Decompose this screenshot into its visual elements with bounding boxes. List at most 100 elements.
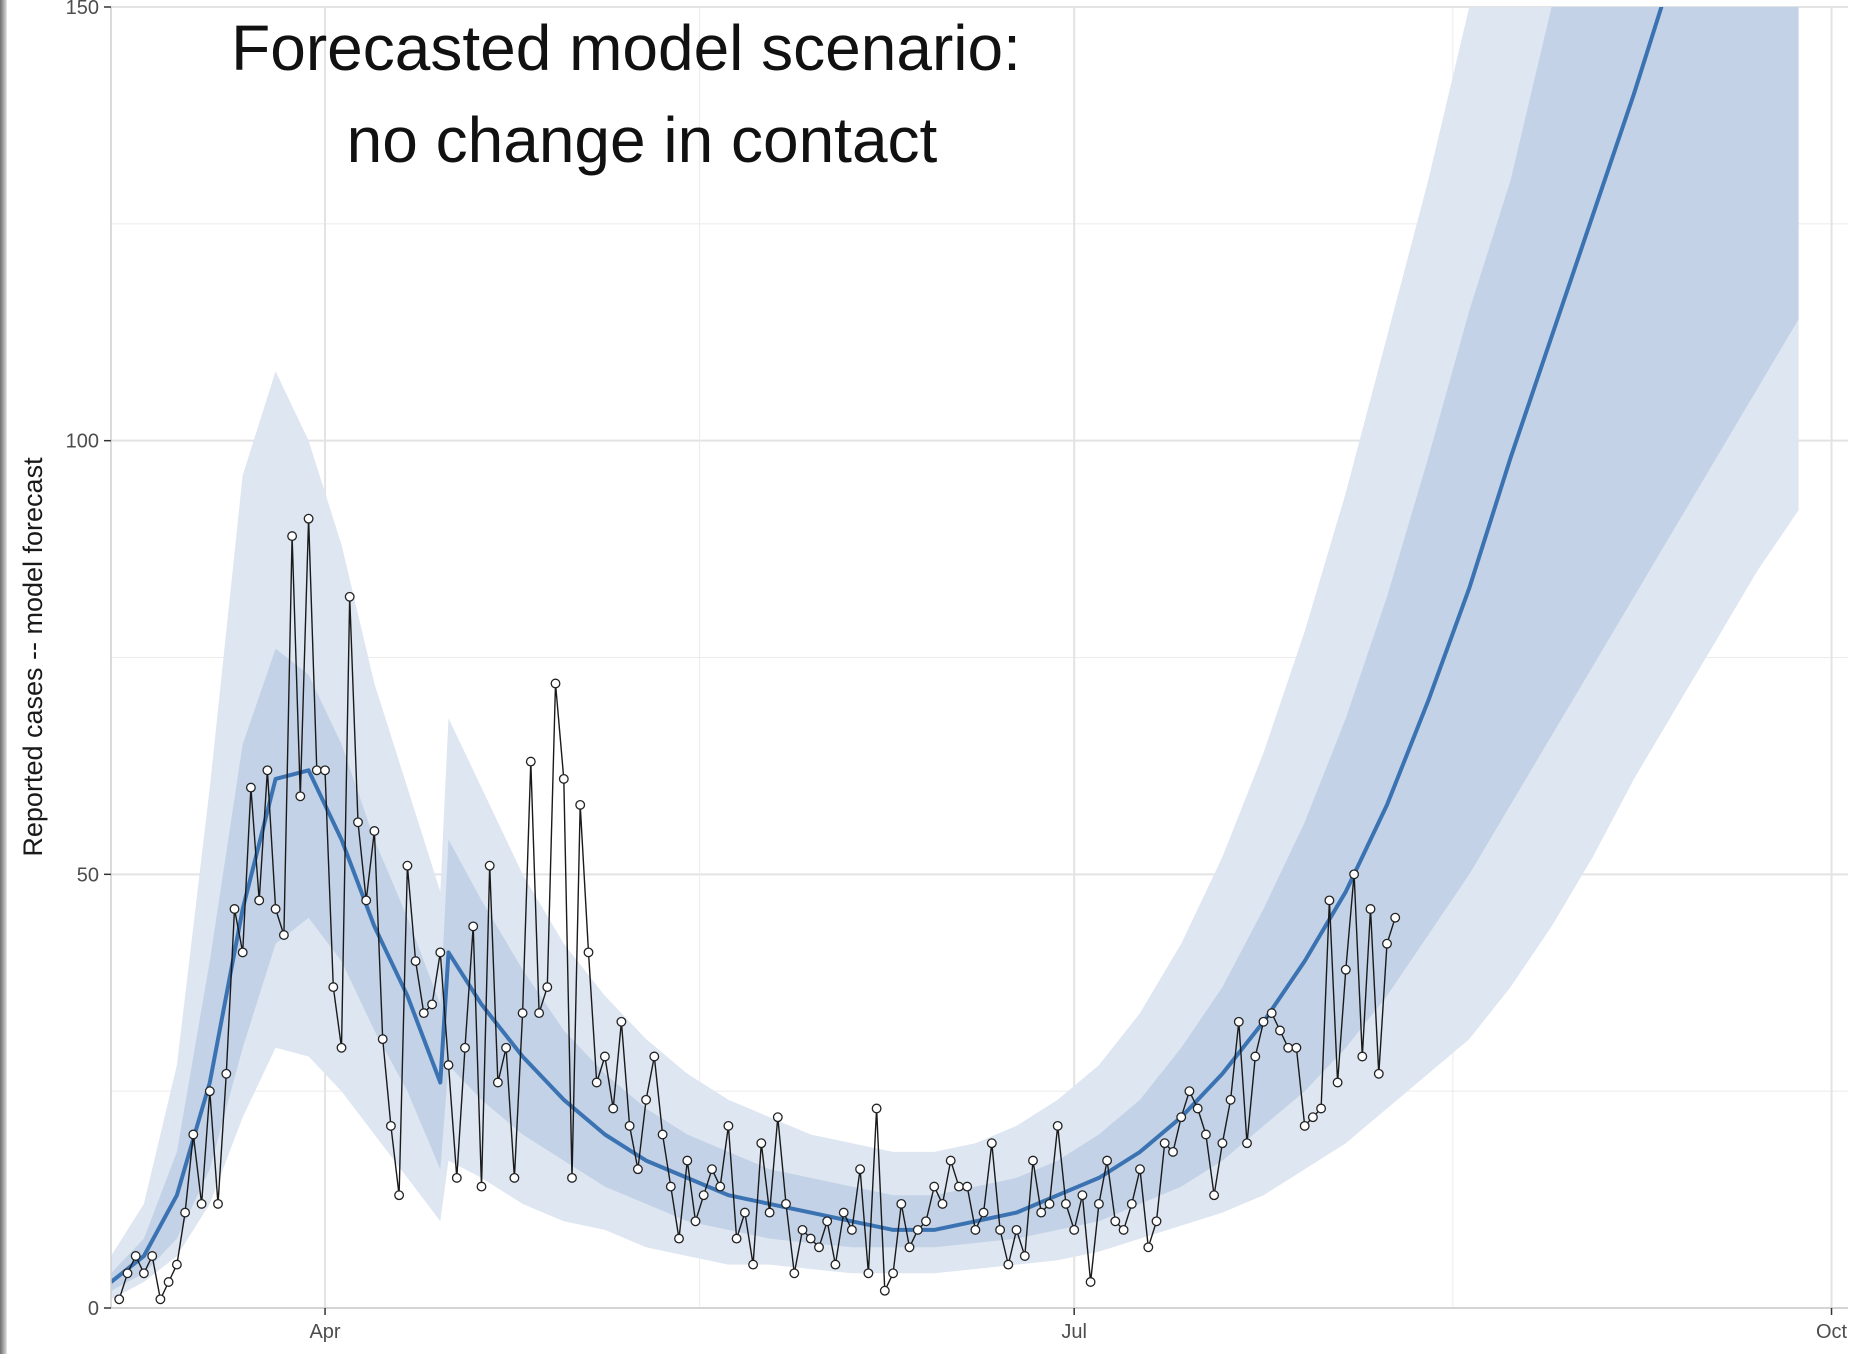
observed-point [599, 1051, 610, 1062]
observed-point [715, 1181, 726, 1192]
observed-point [1316, 1103, 1327, 1114]
observed-point [213, 1198, 223, 1209]
observed-point [855, 1164, 866, 1175]
observed-point [739, 1207, 750, 1218]
observed-point [353, 817, 363, 828]
observed-point [237, 947, 248, 958]
observed-point [130, 1251, 141, 1261]
observed-point [1044, 1198, 1055, 1209]
observed-point [863, 1268, 874, 1279]
observed-point [707, 1164, 717, 1175]
forecast-line-group [111, 7, 1664, 1284]
observed-point [138, 1268, 149, 1279]
observed-point [978, 1207, 989, 1218]
observed-point [1102, 1155, 1113, 1166]
observed-point [451, 1172, 462, 1183]
forecast-median-line [111, 7, 1664, 1284]
observed-point [929, 1181, 940, 1192]
x-tick-label: Jul [1061, 1321, 1087, 1343]
observed-point [781, 1198, 791, 1209]
title-line-1: Forecasted model scenario: [231, 12, 1021, 84]
observed-point [1143, 1242, 1154, 1253]
observed-point [805, 1233, 816, 1244]
observed-point [1291, 1042, 1302, 1053]
observed-point [328, 982, 339, 993]
observed-point [1118, 1224, 1129, 1235]
observed-point [608, 1103, 619, 1114]
observed-point [1266, 1008, 1277, 1019]
observed-point [501, 1042, 512, 1053]
observed-point [1135, 1164, 1145, 1175]
observed-point [896, 1198, 907, 1209]
observed-point [1332, 1077, 1343, 1088]
observed-point [1250, 1051, 1261, 1062]
observed-point [1373, 1068, 1384, 1079]
observed-point [311, 765, 322, 776]
observed-point [1390, 912, 1401, 923]
observed-point [229, 904, 240, 914]
observed-point [764, 1207, 775, 1218]
observed-point [245, 782, 256, 793]
observed-point [1209, 1190, 1220, 1201]
observed-point [320, 765, 330, 776]
observed-point [385, 1120, 396, 1131]
forecast-bands [111, 7, 1799, 1300]
observed-point [657, 1129, 668, 1140]
observed-point [287, 531, 298, 542]
observed-point [468, 921, 479, 932]
observed-point [945, 1155, 956, 1166]
observed-point [1184, 1086, 1195, 1097]
observed-point [1200, 1129, 1211, 1140]
observed-point [953, 1181, 964, 1192]
observed-point [1019, 1251, 1030, 1261]
observed-point [1003, 1259, 1014, 1270]
observed-point [649, 1051, 660, 1062]
observed-point [1126, 1198, 1137, 1209]
observed-point [534, 1008, 545, 1019]
observed-point [1036, 1207, 1047, 1218]
observed-point [509, 1172, 520, 1183]
observed-point [1307, 1112, 1318, 1123]
observed-point [278, 930, 289, 940]
observed-point [904, 1242, 915, 1253]
observed-point [1217, 1138, 1228, 1149]
observed-point [270, 904, 281, 914]
observed-point [624, 1120, 635, 1131]
observed-point [517, 1008, 528, 1019]
observed-point [723, 1120, 734, 1131]
observed-point [1283, 1042, 1294, 1053]
observed-point [188, 1129, 199, 1140]
observed-point [221, 1068, 232, 1079]
observed-point [682, 1155, 693, 1166]
observed-point [394, 1190, 405, 1201]
observed-point [492, 1077, 503, 1088]
observed-point [1242, 1138, 1252, 1149]
observed-point [888, 1268, 899, 1279]
observed-point [632, 1164, 643, 1175]
observed-point [1093, 1198, 1104, 1209]
observed-point [410, 956, 421, 967]
observed-point [171, 1259, 182, 1270]
y-tick-label: 0 [88, 1298, 99, 1320]
observed-point [1168, 1146, 1178, 1157]
observed-point [550, 678, 561, 689]
observed-point [435, 947, 446, 958]
observed-point [525, 756, 536, 767]
y-tick-label: 50 [77, 864, 99, 886]
y-tick-label: 100 [66, 431, 99, 453]
observed-point [772, 1112, 783, 1123]
x-tick-label: Oct [1816, 1321, 1848, 1343]
observed-point [460, 1042, 470, 1053]
y-axis-title: Reported cases -- model forecast [18, 457, 48, 857]
observed-point [303, 513, 314, 524]
observed-point [1151, 1216, 1162, 1227]
title-line-2: no change in contact [347, 104, 938, 176]
observed-point [814, 1242, 824, 1253]
observed-point [163, 1277, 174, 1287]
observed-point [731, 1233, 742, 1244]
observed-point [114, 1294, 125, 1305]
observed-point [361, 895, 372, 906]
observed-point [641, 1094, 652, 1105]
observed-point [402, 860, 413, 871]
